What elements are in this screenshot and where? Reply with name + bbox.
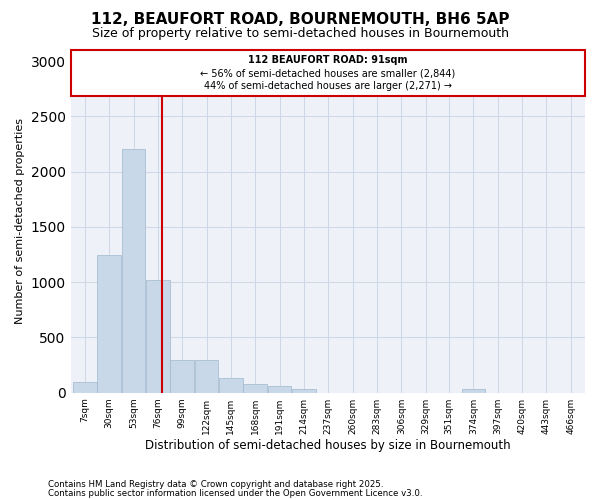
Y-axis label: Number of semi-detached properties: Number of semi-detached properties xyxy=(15,118,25,324)
Bar xyxy=(122,150,145,392)
Bar xyxy=(73,382,97,392)
Text: 112, BEAUFORT ROAD, BOURNEMOUTH, BH6 5AP: 112, BEAUFORT ROAD, BOURNEMOUTH, BH6 5AP xyxy=(91,12,509,28)
Text: Size of property relative to semi-detached houses in Bournemouth: Size of property relative to semi-detach… xyxy=(91,28,509,40)
Bar xyxy=(170,360,194,392)
FancyBboxPatch shape xyxy=(71,50,585,96)
Text: 112 BEAUFORT ROAD: 91sqm: 112 BEAUFORT ROAD: 91sqm xyxy=(248,55,407,65)
Bar xyxy=(244,384,267,392)
X-axis label: Distribution of semi-detached houses by size in Bournemouth: Distribution of semi-detached houses by … xyxy=(145,440,511,452)
Bar xyxy=(146,280,170,392)
Text: Contains HM Land Registry data © Crown copyright and database right 2025.: Contains HM Land Registry data © Crown c… xyxy=(48,480,383,489)
Bar xyxy=(292,390,316,392)
Text: ← 56% of semi-detached houses are smaller (2,844): ← 56% of semi-detached houses are smalle… xyxy=(200,68,455,78)
Text: 44% of semi-detached houses are larger (2,271) →: 44% of semi-detached houses are larger (… xyxy=(204,81,452,91)
Bar xyxy=(97,254,121,392)
Bar xyxy=(219,378,243,392)
Text: Contains public sector information licensed under the Open Government Licence v3: Contains public sector information licen… xyxy=(48,489,422,498)
Bar xyxy=(268,386,292,392)
Bar xyxy=(195,360,218,392)
Bar xyxy=(461,390,485,392)
